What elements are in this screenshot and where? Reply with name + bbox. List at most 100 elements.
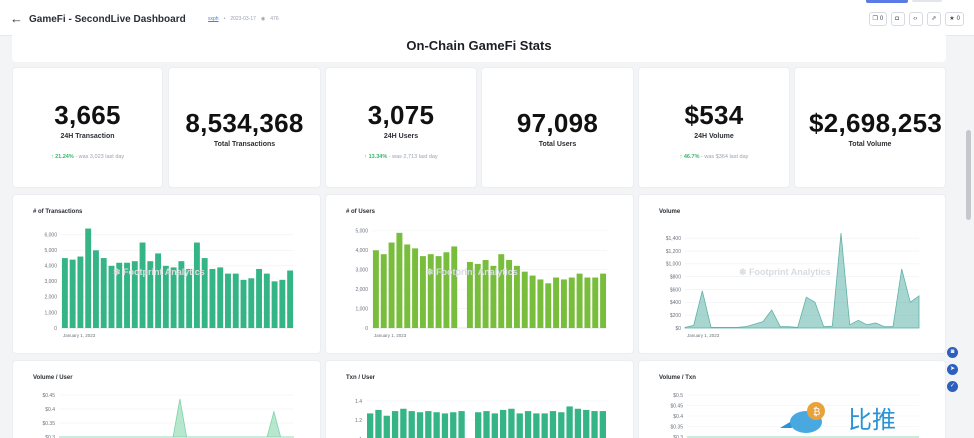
share-button[interactable]: ⇗	[927, 12, 942, 26]
bar	[549, 411, 557, 438]
bar	[92, 250, 99, 328]
kpi-value: $534	[684, 100, 744, 130]
bar	[419, 256, 426, 328]
bar	[524, 411, 532, 438]
bar	[566, 406, 573, 438]
bar	[435, 256, 442, 328]
scrollbar-track[interactable]	[966, 40, 972, 436]
favorite-button[interactable]: ★ 0	[945, 12, 964, 26]
bar	[482, 260, 489, 328]
y-tick-label: $0.5	[673, 393, 683, 399]
bar	[599, 411, 607, 438]
bar	[100, 258, 107, 328]
scrollbar-thumb[interactable]	[966, 130, 971, 220]
snapshot-button[interactable]: ◘	[891, 12, 906, 26]
bar	[443, 252, 450, 328]
y-tick-label: $200	[670, 313, 681, 319]
bar	[391, 411, 399, 438]
y-tick-label: 0	[54, 326, 57, 332]
x-tick-label: January 1, 2023	[687, 333, 720, 338]
copy-button[interactable]: ❐ 0	[868, 12, 888, 26]
bar	[466, 261, 473, 328]
dashboard-meta: sxph • 2023-03-17 ◉ 476	[208, 16, 279, 22]
kpi-value: 8,534,368	[185, 108, 304, 138]
bar	[433, 412, 440, 438]
chart-card-volume-per-user: Volume / User $0.3 $0.35 $0.4 $0.45	[12, 360, 321, 438]
kpi-total-volume: $2,698,253 Total Volume	[794, 67, 946, 188]
bar	[541, 413, 548, 438]
kpi-total-transactions: 8,534,368 Total Transactions	[168, 67, 321, 188]
side-social-icons: ◙ ➤ ✓	[947, 347, 958, 392]
watermark-text: 比推	[848, 406, 896, 434]
bar	[450, 412, 457, 438]
y-tick-label: 3,000	[44, 279, 57, 285]
bar	[506, 260, 513, 328]
bar	[372, 250, 379, 328]
y-tick-label: 1	[359, 437, 362, 438]
kpi-value: 3,665	[54, 100, 121, 130]
arrow-up-icon: ↑	[364, 154, 369, 160]
chart-title: Volume / Txn	[659, 375, 696, 381]
bar	[147, 261, 154, 328]
y-tick-label: 2,000	[355, 287, 368, 293]
eye-icon: ◉	[260, 16, 266, 22]
kpi-24h-transaction: 3,665 24H Transaction ↑ 21.24% - was 3,0…	[12, 67, 163, 188]
y-tick-label: $0.4	[673, 414, 683, 420]
bar	[383, 415, 390, 438]
y-tick-label: $800	[670, 274, 681, 280]
y-tick-label: $0.3	[673, 435, 683, 438]
kpi-label: Total Transactions	[213, 141, 276, 148]
kpi-24h-users: 3,075 24H Users ↑ 13.34% - was 2,713 las…	[325, 67, 477, 188]
area-series	[684, 233, 920, 329]
y-tick-label: $0.45	[42, 393, 55, 399]
bar	[366, 413, 374, 438]
publish-date: 2023-03-17	[230, 16, 256, 22]
bar	[201, 258, 208, 328]
bar	[483, 411, 490, 438]
header-actions: ❐ 0 ◘ ‹› ⇗ ★ 0	[868, 12, 964, 26]
bar	[568, 277, 575, 328]
y-tick-label: $1,200	[666, 249, 682, 255]
telegram-icon[interactable]: ➤	[947, 364, 958, 375]
y-tick-label: 3,000	[355, 268, 368, 274]
bar	[131, 261, 138, 328]
author-link[interactable]: sxph	[208, 16, 219, 22]
bar	[279, 279, 286, 328]
chart-title: # of Users	[346, 209, 376, 215]
bar	[139, 242, 146, 328]
bar	[425, 411, 432, 438]
view-count: 476	[270, 16, 279, 22]
inactive-tab-indicator[interactable]	[912, 0, 942, 2]
x-tick-label: January 1, 2023	[63, 333, 96, 338]
bar	[412, 248, 419, 328]
y-tick-label: 1,000	[355, 306, 368, 312]
bar	[600, 273, 607, 328]
y-tick-label: $0	[675, 326, 681, 332]
kpi-label: Total Users	[538, 141, 577, 148]
bar	[248, 278, 255, 328]
chart-title: Txn / User	[346, 375, 376, 381]
bar	[474, 263, 481, 328]
y-tick-label: 1,000	[44, 310, 57, 316]
bar	[560, 279, 567, 328]
bar	[162, 265, 169, 328]
bar	[491, 413, 498, 438]
code-icon: ‹›	[913, 16, 918, 22]
twitter-icon[interactable]: ✓	[947, 381, 958, 392]
chart-watermark: ❄ Footprint Analytics	[739, 267, 831, 277]
bar	[240, 279, 247, 328]
y-tick-label: $1,400	[666, 236, 682, 242]
back-arrow-icon[interactable]: ←	[10, 11, 23, 26]
bar	[404, 244, 411, 328]
embed-button[interactable]: ‹›	[909, 12, 924, 26]
y-tick-label: 0	[365, 326, 368, 332]
discord-icon[interactable]: ◙	[947, 347, 958, 358]
bar	[232, 273, 239, 328]
kpi-delta: ↑ 13.34% - was 2,713 last day	[364, 154, 438, 160]
active-tab-indicator[interactable]	[866, 0, 908, 3]
chart-svg: 0 1,000 2,000 3,000 4,000 5,000 6,000 January 1…	[44, 228, 294, 338]
bar	[170, 267, 177, 328]
watermark: ₿ 比推	[778, 398, 974, 438]
bar	[591, 411, 598, 438]
star-icon: ★	[949, 16, 955, 22]
